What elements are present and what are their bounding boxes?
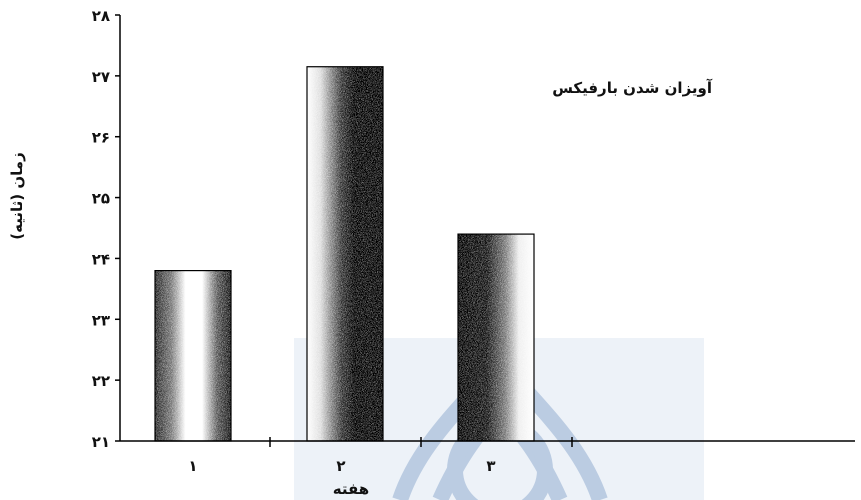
x-axis-label: هفته [333, 480, 369, 498]
chart-annotation: آویزان شدن بارفیکس [552, 79, 713, 97]
y-axis-label: زمان (ثانیه) [8, 152, 26, 239]
bar-3 [457, 233, 535, 442]
x-ticks-group: ۱ ۲ ۳ [188, 437, 573, 475]
y-tick-label: ۲۴ [92, 250, 110, 268]
y-tick-label: ۲۸ [92, 7, 110, 25]
bar-1 [154, 270, 232, 442]
y-ticks-group: ۲۱ ۲۲ ۲۳ ۲۴ ۲۵ ۲۶ ۲۷ ۲۸ [92, 7, 120, 451]
bar-2 [306, 66, 384, 442]
y-tick-label: ۲۱ [92, 433, 110, 451]
bar-texture [155, 270, 231, 441]
y-tick-label: ۲۷ [92, 68, 110, 86]
x-tick-label: ۲ [336, 457, 345, 475]
y-tick-label: ۲۲ [92, 372, 110, 390]
y-tick-label: ۲۳ [92, 311, 110, 329]
x-tick-label: ۱ [188, 457, 197, 475]
bars-group [154, 66, 535, 442]
y-tick-label: ۲۵ [92, 190, 110, 208]
y-tick-label: ۲۶ [92, 129, 110, 147]
bar-texture [458, 234, 534, 441]
bar-texture [307, 66, 383, 441]
x-tick-label: ۳ [486, 457, 495, 475]
